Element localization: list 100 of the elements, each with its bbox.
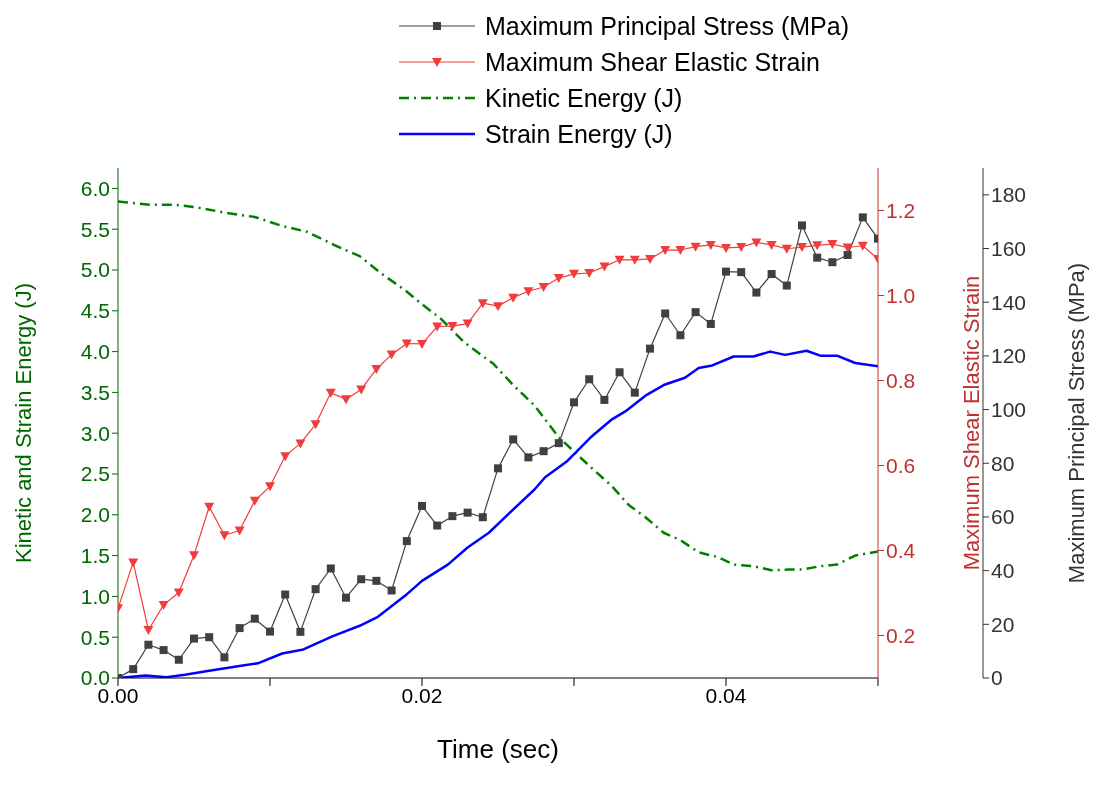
point [737,268,746,277]
point [432,322,443,332]
x-tick-label: 0.02 [401,683,443,707]
point [159,646,168,655]
point [326,564,335,573]
point [417,339,427,349]
point [646,344,654,353]
point [615,368,624,377]
point [645,254,655,264]
point [767,270,776,279]
point [553,274,564,284]
point [402,537,411,546]
point [828,258,837,267]
point [630,388,639,397]
point [813,253,822,262]
point [798,221,806,230]
y-tick-label: 0.5 [80,625,110,649]
point [144,640,153,649]
point [372,576,381,585]
point [494,464,502,473]
point [539,447,548,456]
point [585,375,594,384]
line-series [118,200,878,572]
point [722,267,730,276]
point [614,255,625,265]
point [812,241,823,251]
point [676,331,685,340]
y3-tick-label: 60 [991,505,1015,529]
point [296,627,305,636]
point [584,268,595,278]
y2-tick-label: 0.4 [886,538,916,562]
point [204,502,215,512]
point [462,319,473,329]
point [281,590,290,599]
point [295,439,306,449]
y-tick-label: 5.0 [80,258,110,282]
point [311,585,320,594]
point [782,281,791,290]
y2-tick-label: 0.2 [886,623,916,647]
y3-tick-label: 80 [991,451,1015,475]
y3-tick-label: 160 [991,236,1027,260]
point [691,308,700,317]
point [781,244,792,254]
point [751,238,762,248]
point [842,243,853,253]
point [554,439,563,448]
point [447,322,458,332]
point [235,624,244,633]
point [250,614,259,623]
y-tick-label: 6.0 [80,176,110,200]
point [418,501,426,510]
y-axis-title: Kinetic and Strain Energy (J) [10,282,36,564]
legend-label: Maximum Shear Elastic Strain [485,47,820,77]
point [190,634,198,643]
point [266,627,274,636]
y2-tick-label: 0.8 [886,368,916,392]
point [249,496,260,506]
y-tick-label: 2.5 [80,462,110,486]
point [357,575,366,584]
point [508,293,519,303]
point [310,420,321,430]
y3-tick-label: 0 [991,666,1003,690]
y3-tick-label: 140 [991,290,1027,314]
point [721,243,731,253]
y-tick-label: 3.0 [80,421,110,445]
point [523,287,534,297]
point [219,531,230,541]
point [752,288,761,297]
point [706,319,715,328]
point [448,512,457,521]
y3-tick-label: 20 [991,612,1015,636]
y2-axis-title: Maximum Shear Elastic Strain [958,275,984,571]
point [478,513,487,522]
point [858,213,867,222]
point [128,558,139,568]
point [371,365,382,375]
point [220,653,229,662]
legend-label: Strain Energy (J) [485,119,673,149]
point [342,593,350,602]
y3-tick-label: 40 [991,559,1015,583]
y-tick-label: 1.0 [80,584,110,608]
point [524,453,533,462]
point [189,551,199,561]
point [599,262,610,272]
point [129,665,138,674]
point [477,299,488,309]
point [569,269,579,279]
point [705,240,716,250]
x-axis-title: Time (sec) [437,734,559,764]
point [325,388,336,398]
point [433,521,442,530]
y-tick-label: 0.0 [80,666,110,690]
y2-tick-label: 1.0 [886,283,916,307]
point [387,586,396,595]
point [629,255,640,265]
point [827,240,838,250]
point [675,246,686,256]
y-tick-label: 5.5 [80,217,110,241]
point [158,600,169,610]
y3-tick-label: 180 [991,183,1027,207]
